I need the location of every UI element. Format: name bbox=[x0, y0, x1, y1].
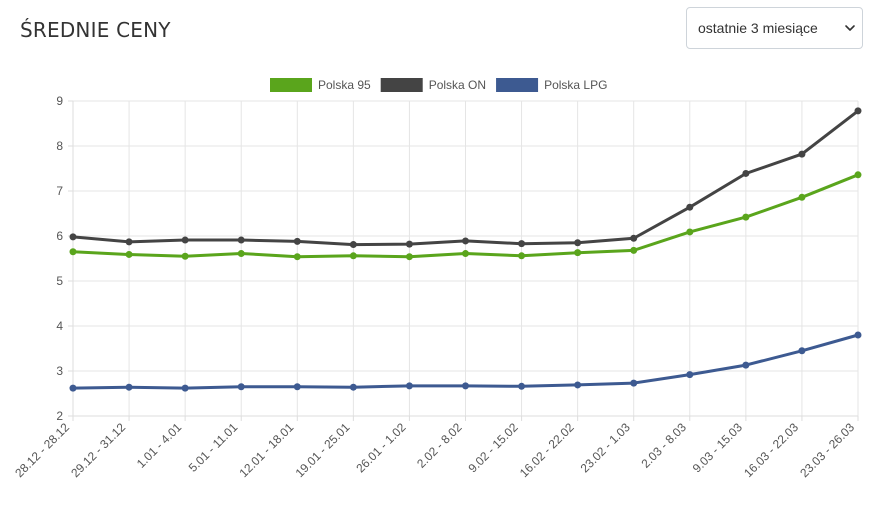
x-tick-label: 2.03 - 8.03 bbox=[638, 420, 689, 471]
y-tick-label: 9 bbox=[56, 94, 63, 108]
data-point bbox=[293, 253, 301, 261]
data-point bbox=[854, 331, 862, 339]
data-point bbox=[293, 383, 301, 391]
data-point bbox=[69, 248, 77, 256]
data-point bbox=[462, 250, 469, 258]
legend-swatch bbox=[270, 78, 312, 92]
data-point bbox=[181, 236, 189, 244]
data-point bbox=[237, 250, 245, 258]
data-point bbox=[125, 238, 133, 246]
data-point bbox=[686, 203, 694, 211]
y-tick-label: 5 bbox=[56, 274, 63, 288]
data-point bbox=[574, 381, 582, 389]
legend-item: Polska 95 bbox=[270, 78, 371, 92]
legend-item: Polska LPG bbox=[496, 78, 607, 92]
x-tick-label: 23.02 - 1.03 bbox=[578, 420, 633, 475]
data-point bbox=[125, 250, 133, 258]
data-point bbox=[518, 252, 526, 260]
x-tick-label: 23.03 - 26.03 bbox=[797, 420, 857, 480]
legend-label: Polska ON bbox=[429, 78, 486, 92]
data-point bbox=[742, 169, 750, 177]
y-tick-label: 3 bbox=[56, 364, 63, 378]
x-tick-label: 28.12 - 28.12 bbox=[12, 420, 72, 480]
x-tick-label: 12.01 - 18.01 bbox=[236, 420, 296, 480]
data-point bbox=[630, 234, 638, 242]
series-polska-95 bbox=[69, 171, 862, 261]
data-point bbox=[742, 361, 750, 369]
data-point bbox=[405, 240, 413, 248]
data-point bbox=[181, 384, 189, 392]
data-point bbox=[686, 371, 694, 379]
y-tick-label: 8 bbox=[56, 139, 63, 153]
data-point bbox=[798, 150, 806, 158]
chevron-down-icon bbox=[845, 25, 855, 31]
legend-label: Polska LPG bbox=[544, 78, 607, 92]
data-point bbox=[574, 249, 582, 257]
data-point bbox=[349, 252, 357, 260]
period-select-value: ostatnie 3 miesiące bbox=[698, 20, 818, 36]
x-tick-label: 9.03 - 15.03 bbox=[690, 420, 745, 475]
y-tick-label: 2 bbox=[56, 409, 63, 423]
data-point bbox=[798, 193, 806, 201]
data-point bbox=[630, 246, 638, 254]
data-point bbox=[69, 384, 77, 392]
page-title: ŚREDNIE CENY bbox=[20, 18, 171, 42]
series-polska-lpg bbox=[69, 331, 862, 392]
x-tick-label: 29.12 - 31.12 bbox=[68, 420, 128, 480]
data-point bbox=[69, 233, 77, 241]
data-point bbox=[574, 239, 582, 247]
x-tick-label: 16.02 - 22.02 bbox=[517, 420, 577, 480]
x-tick-label: 9.02 - 15.02 bbox=[465, 420, 520, 475]
data-point bbox=[349, 241, 357, 249]
data-point bbox=[405, 253, 413, 261]
data-point bbox=[686, 228, 694, 236]
x-tick-label: 1.01 - 4.01 bbox=[134, 420, 185, 471]
series-polska-on bbox=[69, 107, 862, 249]
data-point bbox=[125, 383, 133, 391]
legend-item: Polska ON bbox=[380, 78, 486, 92]
data-point bbox=[518, 382, 526, 390]
y-tick-label: 4 bbox=[56, 319, 63, 333]
data-point bbox=[462, 382, 469, 390]
legend-label: Polska 95 bbox=[318, 78, 371, 92]
data-point bbox=[237, 236, 245, 244]
data-point bbox=[854, 171, 862, 179]
x-tick-label: 2.02 - 8.02 bbox=[414, 420, 465, 471]
y-tick-label: 6 bbox=[56, 229, 63, 243]
data-point bbox=[854, 107, 862, 115]
data-point bbox=[462, 237, 469, 245]
x-tick-label: 19.01 - 25.01 bbox=[293, 420, 353, 480]
data-point bbox=[518, 240, 526, 248]
x-tick-label: 16.03 - 22.03 bbox=[741, 420, 801, 480]
data-point bbox=[742, 213, 750, 221]
data-point bbox=[798, 347, 806, 355]
data-point bbox=[349, 383, 357, 391]
data-point bbox=[293, 237, 301, 245]
y-tick-label: 7 bbox=[56, 184, 63, 198]
data-point bbox=[630, 379, 638, 387]
legend-swatch bbox=[496, 78, 539, 92]
data-point bbox=[405, 382, 413, 390]
x-tick-label: 26.01 - 1.02 bbox=[353, 420, 408, 475]
data-point bbox=[181, 252, 189, 260]
x-tick-label: 5.01 - 11.01 bbox=[186, 420, 241, 475]
period-select[interactable]: ostatnie 3 miesiące bbox=[686, 7, 863, 49]
data-point bbox=[237, 383, 245, 391]
legend-swatch bbox=[380, 78, 423, 92]
